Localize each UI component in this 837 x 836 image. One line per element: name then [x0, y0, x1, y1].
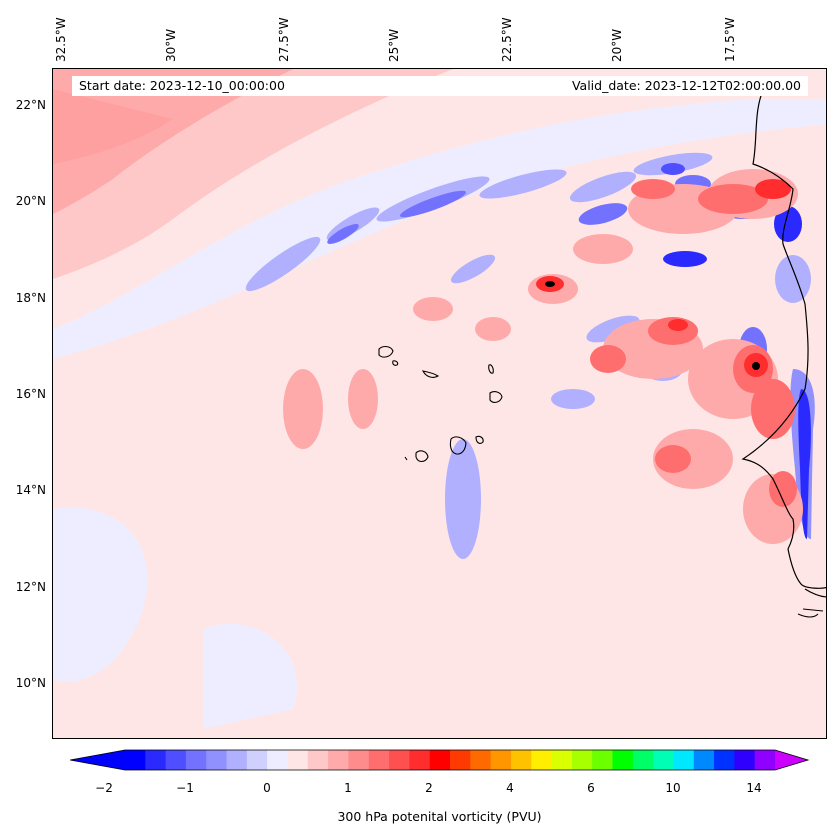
colorbar-segment [429, 750, 451, 770]
lat-label-10n: 10°N [15, 676, 46, 690]
lat-label-22n: 22°N [15, 98, 46, 112]
colorbar-segment [734, 750, 756, 770]
lat-label-18n: 18°N [15, 291, 46, 305]
colorbar-segment [714, 750, 735, 770]
colorbar-extend-right [775, 750, 808, 770]
colorbar-outline [70, 749, 810, 771]
colorbar-segment [673, 750, 695, 770]
lon-label-25w: 25°W [387, 28, 401, 62]
colorbar-segment [206, 750, 228, 770]
colorbar-tick-label: 1 [344, 781, 352, 795]
start-date-label: Start date: 2023-12-10_00:00:00 [79, 78, 285, 93]
lon-label-20w: 20°W [610, 28, 624, 62]
colorbar-segment [125, 750, 146, 770]
colorbar-tick-label: 10 [665, 781, 681, 795]
colorbar-tick-label: 14 [746, 781, 762, 795]
colorbar-segment [389, 750, 410, 770]
colorbar-segment [348, 750, 370, 770]
colorbar-segment [409, 750, 431, 770]
colorbar-segment [368, 750, 390, 770]
colorbar-segment [287, 750, 309, 770]
colorbar-tick-label: 2 [425, 781, 433, 795]
colorbar-tick-label: −1 [176, 781, 194, 795]
colorbar-tick-label: 0 [263, 781, 271, 795]
lat-label-16n: 16°N [15, 387, 46, 401]
colorbar-segment [612, 750, 634, 770]
lon-label-27.5w: 27.5°W [277, 17, 291, 62]
colorbar-segment [693, 750, 715, 770]
valid-date-label: Valid_date: 2023-12-12T02:00:00.00 [571, 78, 801, 93]
map-plot-area [52, 68, 827, 739]
colorbar-segment [165, 750, 187, 770]
colorbar-segment [510, 750, 532, 770]
colorbar-segment [267, 750, 289, 770]
date-info-bar: Start date: 2023-12-10_00:00:00 Valid_da… [72, 76, 808, 96]
colorbar-segment [592, 750, 614, 770]
colorbar [70, 749, 810, 771]
lon-label-17.5w: 17.5°W [723, 17, 737, 62]
colorbar-segment [328, 750, 350, 770]
colorbar-tick-label: 4 [506, 781, 514, 795]
colorbar-segment [653, 750, 675, 770]
colorbar-segment [531, 750, 553, 770]
colorbar-segment [490, 750, 512, 770]
colorbar-segment [246, 750, 268, 770]
colorbar-segment [307, 750, 329, 770]
lat-label-20n: 20°N [15, 194, 46, 208]
colorbar-segment [145, 750, 167, 770]
colorbar-segment [571, 750, 593, 770]
lon-label-32.5w: 32.5°W [54, 17, 68, 62]
colorbar-tick-label: 6 [587, 781, 595, 795]
colorbar-segment [470, 750, 492, 770]
colorbar-tick-label: −2 [95, 781, 113, 795]
lon-label-22.5w: 22.5°W [500, 17, 514, 62]
colorbar-segment [185, 750, 207, 770]
colorbar-segment [551, 750, 573, 770]
lat-label-14n: 14°N [15, 483, 46, 497]
colorbar-segment [632, 750, 654, 770]
colorbar-label: 300 hPa potenital vorticity (PVU) [337, 809, 542, 824]
colorbar-segment [450, 750, 471, 770]
colorbar-extend-left [70, 750, 125, 770]
colorbar-segment [754, 750, 776, 770]
lon-label-30w: 30°W [164, 28, 178, 62]
colorbar-segment [226, 750, 248, 770]
lat-label-12n: 12°N [15, 580, 46, 594]
potential-vorticity-field [53, 69, 826, 738]
